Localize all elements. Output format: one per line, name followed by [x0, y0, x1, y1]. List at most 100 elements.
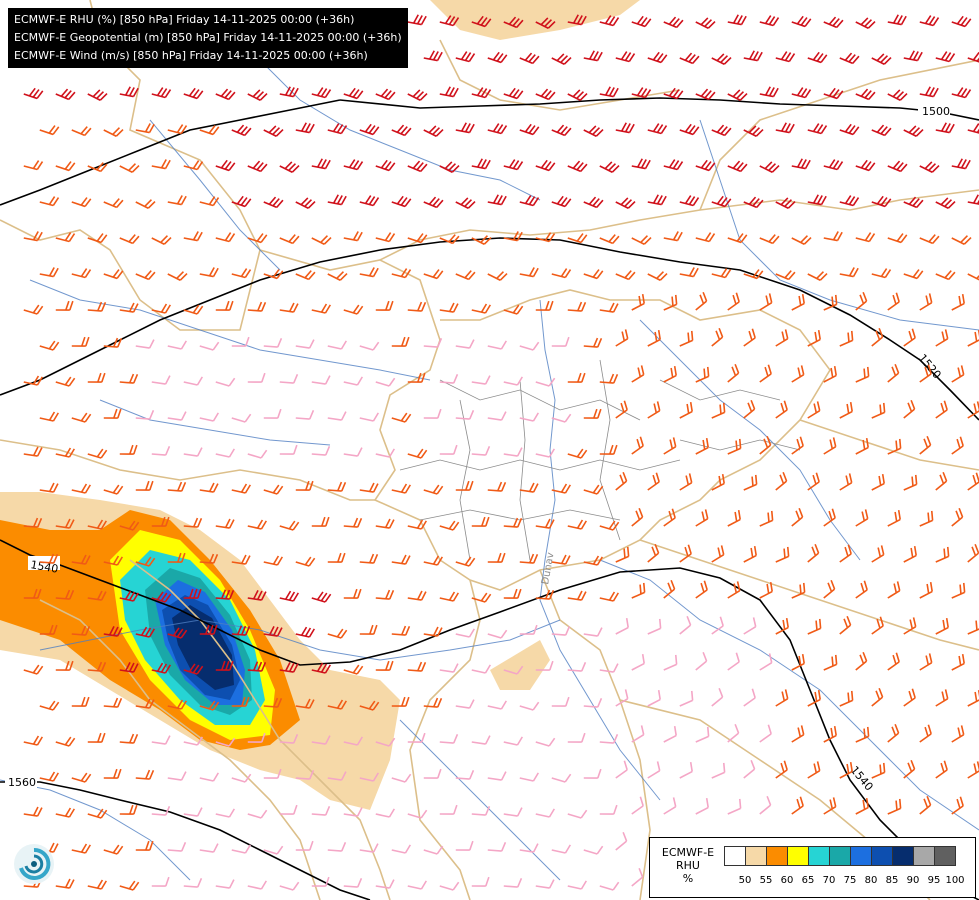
wind-barb [567, 448, 588, 459]
wind-barb [855, 580, 868, 599]
wind-barb [567, 233, 588, 244]
wind-barb [183, 447, 203, 457]
wind-barb [247, 372, 266, 383]
admin-line [439, 379, 641, 421]
wind-barb [327, 123, 348, 135]
wind-barb [791, 507, 804, 527]
wind-barb [39, 411, 60, 422]
wind-barb [247, 732, 266, 743]
wind-barb [263, 196, 284, 209]
wind-barb [375, 448, 396, 458]
wind-barb [615, 51, 636, 63]
wind-barb [183, 376, 204, 386]
wind-barb [263, 555, 284, 566]
wind-barb [583, 698, 603, 708]
wind-barb [503, 447, 523, 457]
wind-barb [503, 736, 524, 746]
wind-barb [23, 160, 44, 171]
legend-swatch [892, 846, 914, 866]
wind-barb [439, 15, 460, 27]
admin-line [399, 459, 681, 471]
wind-barb [407, 732, 426, 743]
wind-barb [519, 624, 538, 635]
wind-barb [183, 87, 204, 100]
rhu-shading [0, 0, 640, 810]
wind-barb [647, 543, 660, 563]
wind-barb [743, 617, 757, 635]
wind-barb [839, 330, 854, 347]
wind-barb [503, 878, 523, 888]
wind-barb [391, 696, 410, 707]
wind-barb [103, 269, 124, 280]
legend-tick-label: 55 [759, 875, 773, 886]
wind-barb [631, 87, 652, 99]
wind-barb [887, 438, 902, 455]
wind-barb [535, 88, 556, 101]
wind-barb [71, 696, 90, 707]
wind-barb [871, 616, 884, 635]
rhu-band-85-90 [172, 605, 234, 690]
wind-barb [759, 510, 774, 527]
wind-barb [439, 302, 459, 313]
wind-barb [423, 196, 444, 209]
wind-barb [951, 796, 964, 815]
wind-barb [487, 123, 508, 135]
wind-barb [455, 122, 475, 134]
wind-barb [951, 507, 964, 527]
wind-barb [583, 555, 604, 566]
river [599, 559, 979, 831]
wind-barb [327, 771, 347, 781]
wind-barb [327, 194, 347, 206]
wind-barb [231, 124, 252, 137]
wind-barb [183, 588, 202, 599]
wind-barb [343, 878, 363, 888]
wind-barb [887, 510, 901, 527]
wind-barb [471, 876, 490, 887]
wind-barb [343, 304, 364, 315]
wind-barb [455, 197, 476, 209]
wind-barb [855, 17, 876, 29]
wind-barb [151, 303, 172, 314]
wind-barb [167, 481, 187, 492]
wind-barb [535, 232, 556, 243]
wind-barb [679, 544, 692, 563]
wind-barb [791, 725, 805, 743]
wind-barb [199, 412, 220, 422]
wind-barb [183, 304, 204, 315]
wind-barb [631, 507, 644, 527]
wind-barb [263, 125, 284, 137]
wind-barb [583, 484, 604, 495]
wind-barb [39, 482, 59, 493]
wind-barb [199, 125, 220, 136]
wind-barb [727, 581, 741, 599]
wind-barb [759, 364, 772, 383]
wind-barb [199, 341, 220, 351]
wind-barb [663, 366, 677, 383]
wind-barb [967, 761, 979, 779]
wind-barb [663, 579, 676, 599]
wind-barb [695, 159, 716, 172]
wind-barb [919, 161, 940, 173]
wind-barb [775, 51, 796, 63]
admin-line [659, 379, 781, 401]
wind-barb [647, 330, 661, 347]
wind-barb [919, 510, 934, 527]
wind-barb [599, 302, 619, 313]
wind-barb [663, 159, 684, 171]
wind-barb [871, 474, 885, 491]
wind-barb [119, 234, 140, 245]
wind-barb [55, 447, 76, 458]
wind-barb [919, 234, 940, 245]
wind-barb [807, 51, 828, 64]
wind-barb [871, 762, 886, 779]
wind-barb [503, 87, 524, 100]
wind-barb [439, 663, 459, 673]
wind-barb [567, 809, 588, 819]
legend-tick-label: 100 [945, 875, 965, 886]
wind-barb [599, 444, 618, 455]
wind-barb [711, 545, 725, 563]
wind-barb [631, 158, 651, 170]
rhu-band-top [430, 0, 640, 40]
wind-barb [871, 195, 892, 208]
legend-tick-label: 95 [927, 875, 941, 886]
